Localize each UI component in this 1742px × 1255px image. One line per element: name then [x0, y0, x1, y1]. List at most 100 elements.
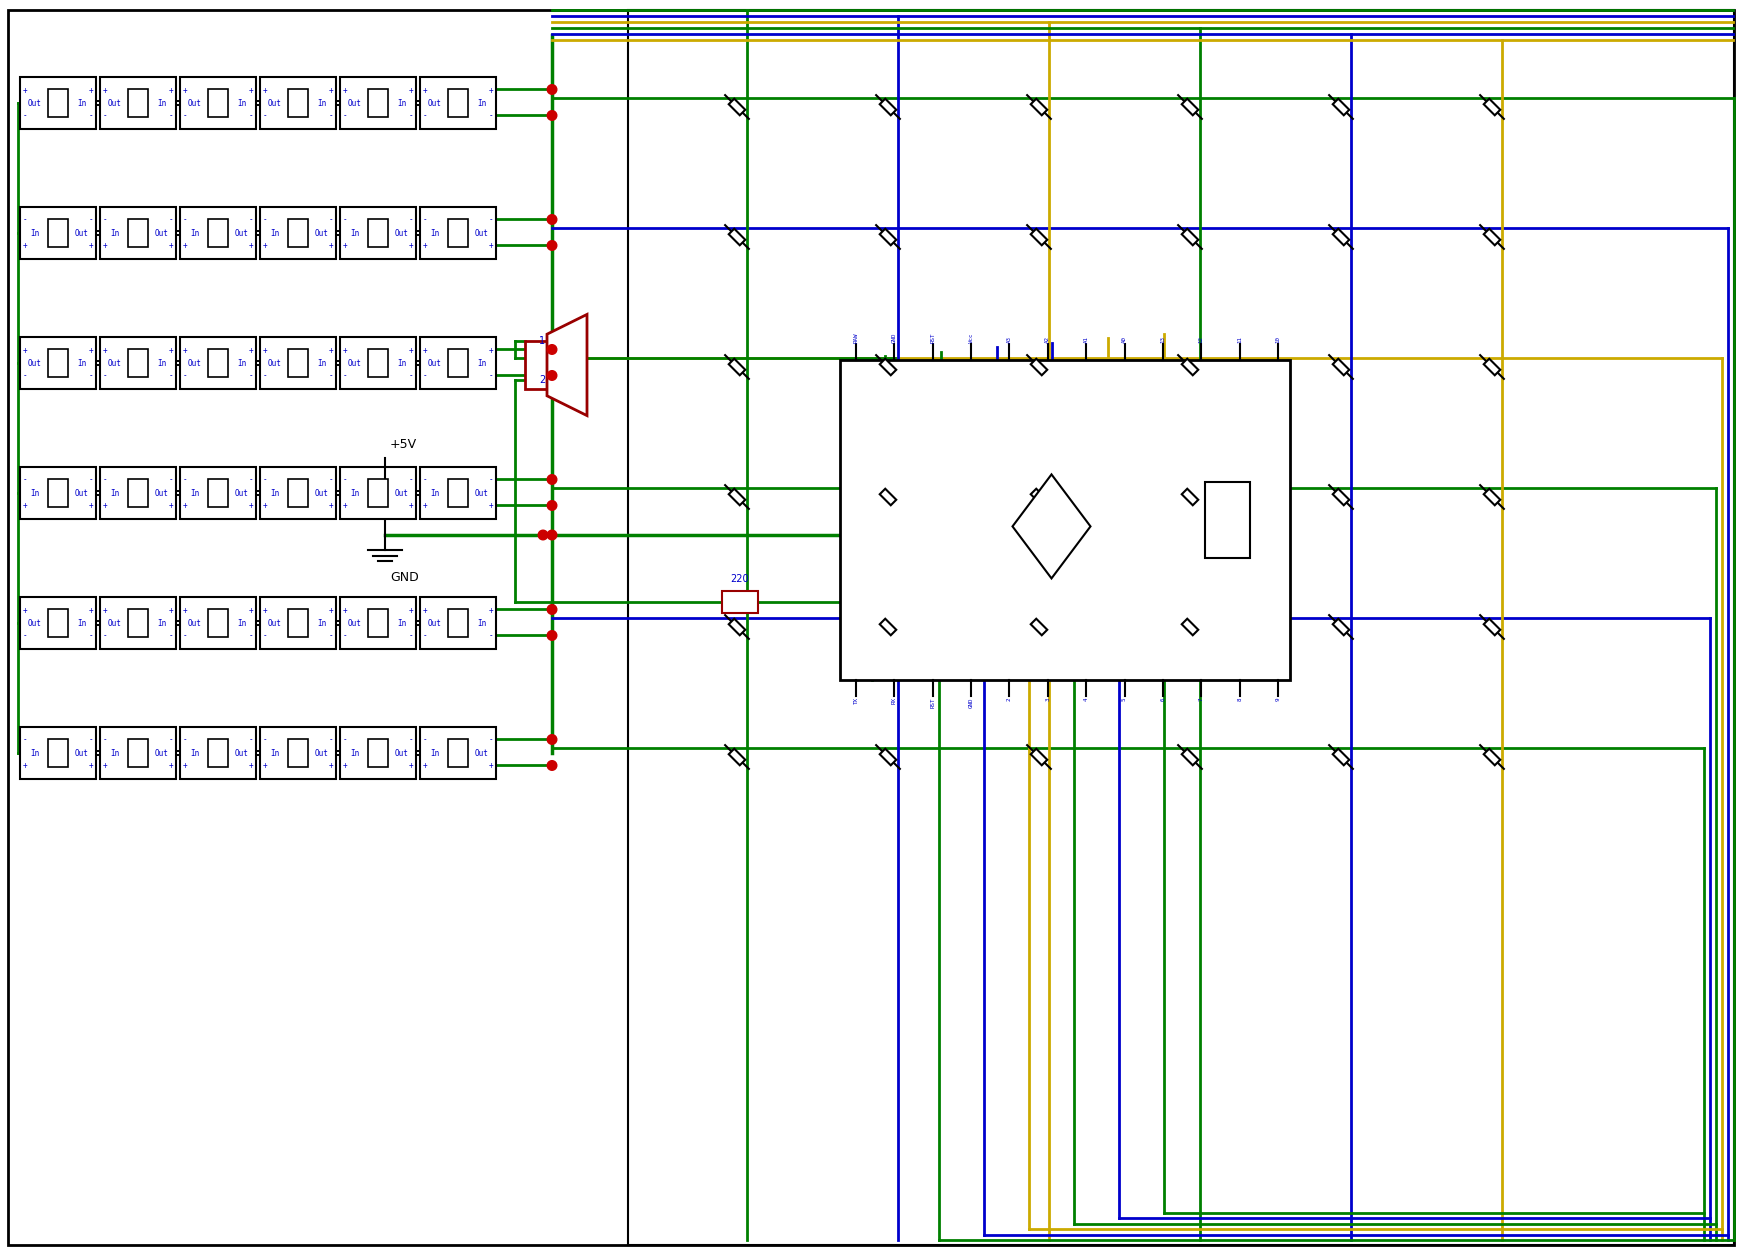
Text: Out: Out [348, 98, 361, 108]
Text: +: + [23, 241, 28, 250]
Text: In: In [157, 619, 165, 628]
Polygon shape [1181, 99, 1198, 115]
Text: -: - [423, 371, 427, 380]
Text: +: + [23, 761, 28, 771]
Text: -: - [488, 476, 493, 484]
Text: +: + [183, 241, 188, 250]
Text: 5: 5 [1122, 697, 1127, 700]
Text: +: + [103, 241, 108, 250]
Polygon shape [880, 99, 897, 115]
Text: In: In [237, 98, 246, 108]
Text: Out: Out [188, 619, 202, 628]
Text: 10: 10 [1275, 336, 1280, 343]
Text: Out: Out [427, 619, 441, 628]
Bar [721, 591, 758, 612]
Bar [207, 89, 228, 117]
Bar [260, 727, 336, 779]
Text: Out: Out [348, 619, 361, 628]
Text: -: - [169, 476, 172, 484]
Text: -: - [408, 631, 413, 640]
Text: -: - [408, 735, 413, 744]
Polygon shape [1181, 749, 1198, 766]
Text: Out: Out [28, 98, 42, 108]
Text: -: - [23, 216, 28, 225]
Bar [49, 479, 68, 507]
Text: -: - [329, 216, 333, 225]
Bar [260, 77, 336, 129]
Text: 6: 6 [1160, 697, 1165, 700]
Text: -: - [103, 735, 108, 744]
Text: +: + [329, 501, 333, 510]
Bar [340, 77, 416, 129]
Text: -: - [343, 631, 348, 640]
Text: 7: 7 [1198, 697, 1204, 700]
Text: -: - [169, 371, 172, 380]
Circle shape [547, 530, 557, 540]
Text: +: + [263, 605, 268, 615]
Text: A3: A3 [1007, 336, 1012, 343]
Text: -: - [169, 110, 172, 120]
Text: +: + [343, 761, 348, 771]
Text: +: + [488, 241, 493, 250]
Text: +: + [89, 501, 92, 510]
Polygon shape [880, 619, 897, 635]
Bar [368, 220, 388, 246]
Text: -: - [408, 476, 413, 484]
Text: -: - [103, 110, 108, 120]
Text: +: + [249, 241, 253, 250]
Text: In: In [350, 748, 359, 758]
Bar [179, 727, 256, 779]
Bar [99, 207, 176, 259]
Text: In: In [237, 619, 246, 628]
Text: +: + [169, 85, 172, 94]
Polygon shape [728, 619, 746, 635]
Text: +: + [408, 241, 413, 250]
Text: +: + [89, 241, 92, 250]
Text: +: + [408, 501, 413, 510]
Text: +: + [329, 85, 333, 94]
Bar [448, 220, 469, 246]
Text: -: - [423, 216, 427, 225]
Text: +: + [408, 605, 413, 615]
Text: +: + [488, 501, 493, 510]
Text: -: - [103, 631, 108, 640]
Text: +: + [423, 605, 427, 615]
Bar [19, 467, 96, 520]
Text: Out: Out [394, 748, 408, 758]
Polygon shape [728, 99, 746, 115]
Polygon shape [1484, 749, 1500, 766]
Text: In: In [397, 359, 406, 368]
Text: Out: Out [268, 359, 282, 368]
Text: +5V: +5V [390, 438, 416, 451]
Bar [179, 467, 256, 520]
Polygon shape [728, 488, 746, 506]
Text: In: In [77, 359, 85, 368]
Bar [340, 338, 416, 389]
Text: -: - [169, 631, 172, 640]
Text: -: - [23, 110, 28, 120]
Text: -: - [343, 735, 348, 744]
Bar [129, 349, 148, 376]
Text: -: - [89, 216, 92, 225]
Text: +: + [249, 605, 253, 615]
Text: Vcc: Vcc [969, 333, 974, 343]
Polygon shape [880, 359, 897, 375]
Bar [448, 349, 469, 376]
Text: Out: Out [315, 228, 329, 237]
Bar [207, 220, 228, 246]
Bar [368, 610, 388, 636]
Text: Out: Out [75, 228, 89, 237]
Text: -: - [423, 476, 427, 484]
Text: -: - [423, 735, 427, 744]
Text: In: In [110, 228, 118, 237]
Text: Out: Out [75, 748, 89, 758]
Text: -: - [103, 476, 108, 484]
Text: GND: GND [390, 571, 418, 584]
Text: +: + [329, 761, 333, 771]
Polygon shape [880, 228, 897, 245]
Polygon shape [1031, 619, 1047, 635]
Text: In: In [317, 619, 326, 628]
Text: -: - [488, 216, 493, 225]
Bar [179, 207, 256, 259]
Text: Out: Out [268, 619, 282, 628]
